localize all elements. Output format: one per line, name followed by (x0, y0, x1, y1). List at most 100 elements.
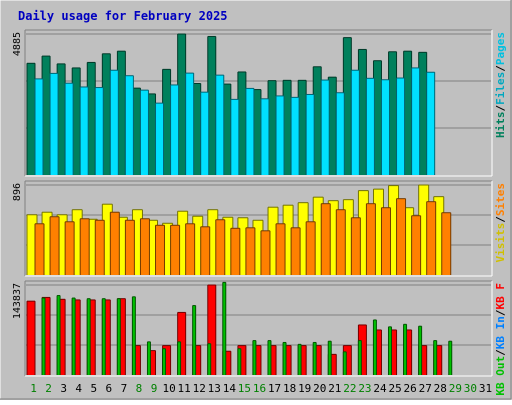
bar-visits-day-11 (177, 211, 188, 275)
bar-hits-day-25 (388, 51, 397, 175)
bar-visits-day-10 (162, 223, 173, 275)
bar-visits-day-5 (87, 219, 98, 275)
day-label-1: 1 (30, 382, 37, 395)
day-label-24: 24 (373, 382, 387, 395)
bar-visits-day-6 (102, 204, 113, 275)
bar-visits-day-20 (313, 197, 324, 275)
bar-files-day-16 (260, 98, 269, 175)
day-label-18: 18 (283, 382, 296, 395)
panel-kbf-kbin-kbout: 143837 (12, 280, 493, 377)
bar-visits-day-18 (283, 205, 294, 275)
bar-hits-day-15 (237, 71, 246, 175)
bar-kb-out-day-7 (132, 296, 136, 375)
bar-hits-day-16 (252, 89, 261, 175)
bar-kb-f-day-13 (207, 285, 216, 375)
bar-sites-day-19 (306, 221, 316, 275)
day-label-5: 5 (90, 382, 97, 395)
bar-kb-f-day-22 (343, 345, 352, 375)
bar-kb-f-day-20 (313, 345, 322, 375)
bar-kb-out-day-2 (57, 295, 61, 375)
bar-kb-f-day-14 (222, 351, 231, 375)
bar-visits-day-8 (132, 209, 143, 275)
legend-item: Pages (494, 32, 507, 65)
bar-hits-day-11 (177, 34, 186, 175)
bar-kb-f-day-7 (117, 298, 126, 375)
bar-kb-out-day-14 (237, 348, 241, 375)
bar-sites-day-7 (125, 220, 135, 275)
bar-kb-f-day-26 (403, 329, 412, 375)
axis-max-label: 896 (12, 183, 23, 201)
bar-sites-day-1 (35, 223, 44, 275)
bar-visits-day-26 (403, 207, 414, 275)
bar-sites-day-17 (276, 223, 286, 275)
bar-files-day-17 (276, 95, 285, 175)
day-label-16: 16 (253, 382, 266, 395)
legend-hits-files-pages: Hits/Files/Pages (494, 32, 507, 138)
bar-hits-day-12 (192, 83, 201, 175)
bar-sites-day-13 (215, 219, 225, 275)
bar-kb-out-day-17 (283, 342, 287, 375)
bar-hits-day-22 (343, 37, 352, 175)
bar-kb-out-day-15 (252, 340, 256, 375)
bar-kb-out-day-25 (403, 324, 407, 375)
axis-max-label: 143837 (12, 283, 23, 319)
bar-sites-day-4 (80, 218, 90, 275)
bar-hits-day-9 (147, 93, 156, 175)
day-label-11: 11 (178, 382, 191, 395)
bar-sites-day-21 (336, 209, 346, 275)
bar-kb-out-day-23 (373, 319, 377, 375)
bar-sites-day-15 (245, 227, 255, 275)
bar-sites-day-18 (291, 227, 301, 275)
day-label-10: 10 (162, 382, 175, 395)
bar-sites-day-28 (441, 212, 451, 275)
bar-sites-day-9 (155, 225, 165, 275)
bar-hits-day-27 (418, 52, 427, 176)
bar-hits-day-24 (373, 60, 382, 175)
day-label-12: 12 (193, 382, 206, 395)
bar-kb-f-day-1 (27, 301, 35, 375)
day-label-20: 20 (313, 382, 326, 395)
bar-kb-out-day-21 (343, 351, 347, 375)
legend-item: / (494, 309, 507, 316)
bar-sites-day-5 (95, 220, 105, 275)
bar-kb-out-day-22 (358, 340, 362, 375)
bar-sites-day-16 (260, 230, 270, 275)
bar-kb-out-day-19 (313, 342, 317, 375)
bar-files-day-10 (170, 84, 179, 175)
bar-hits-day-14 (222, 84, 231, 175)
bar-kb-out-day-16 (267, 340, 271, 375)
bar-sites-day-27 (426, 201, 436, 275)
day-label-31: 31 (479, 382, 492, 395)
bar-files-day-27 (426, 72, 435, 175)
bar-hits-day-6 (102, 53, 111, 175)
day-label-6: 6 (106, 382, 113, 395)
legend-item: Files (494, 72, 507, 105)
legend-item: / (494, 65, 507, 72)
axis-max-label: 4885 (12, 32, 23, 56)
chart-title: Daily usage for February 2025 (18, 9, 228, 23)
bar-files-day-20 (321, 80, 330, 175)
legend-item: / (494, 216, 507, 223)
bar-visits-day-12 (192, 216, 203, 275)
panel-visits-sites: 896 (12, 180, 493, 277)
day-label-26: 26 (404, 382, 417, 395)
day-label-8: 8 (136, 382, 143, 395)
bar-kb-f-day-12 (192, 345, 201, 375)
bar-kb-out-day-4 (87, 298, 91, 375)
bar-kb-out-day-5 (102, 298, 106, 375)
bar-kb-f-day-6 (102, 299, 111, 375)
bar-kb-out-day-13 (222, 282, 226, 375)
bar-files-day-1 (35, 78, 43, 175)
bar-hits-day-26 (403, 51, 412, 175)
day-label-21: 21 (328, 382, 341, 395)
bar-kb-out-day-8 (147, 341, 151, 375)
bar-files-day-22 (351, 70, 360, 175)
panel-hits-files-pages: 4885 (12, 29, 493, 177)
bar-visits-day-1 (27, 214, 37, 275)
bar-sites-day-26 (411, 215, 421, 275)
bar-kb-out-day-28 (448, 341, 452, 375)
day-label-27: 27 (419, 382, 432, 395)
bar-kb-f-day-16 (252, 345, 261, 375)
bar-files-day-24 (381, 79, 390, 175)
